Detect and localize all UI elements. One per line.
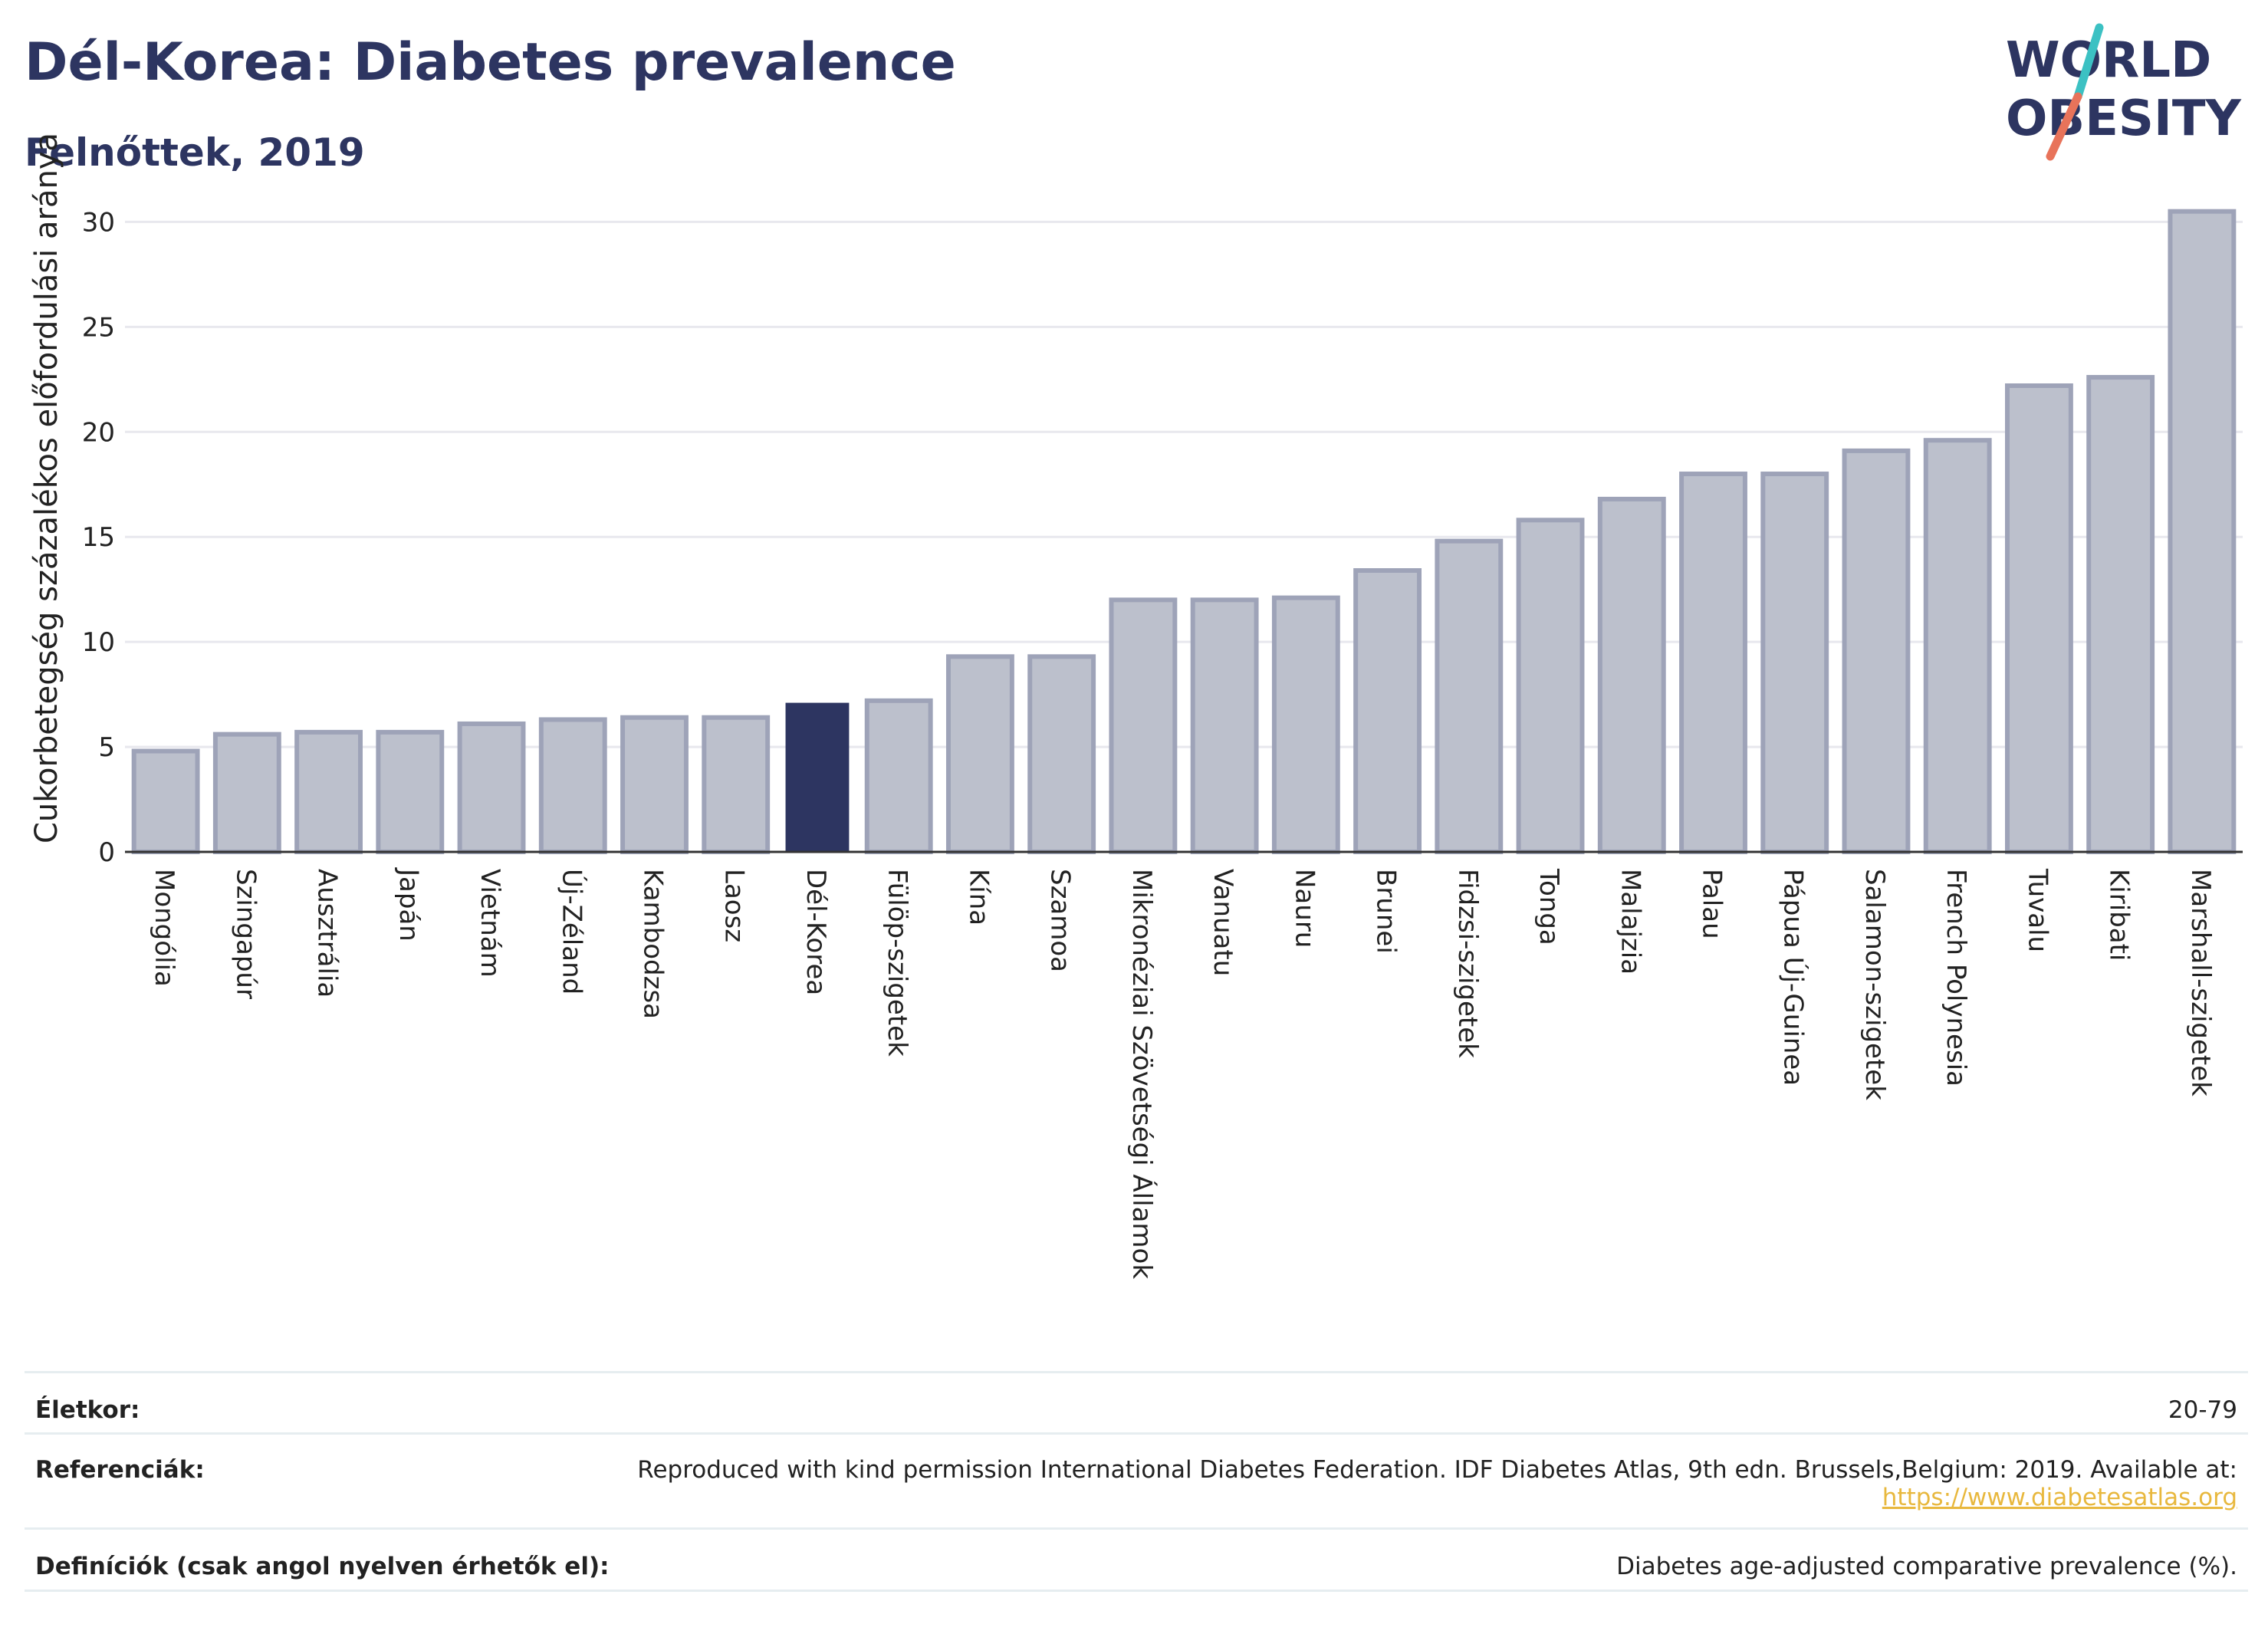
info-row-references: Referenciák: Reproduced with kind permis…	[25, 1432, 2248, 1527]
bar-25	[2168, 209, 2237, 854]
chart-subtitle: Felnőttek, 2019	[25, 130, 365, 175]
bar-8	[785, 702, 850, 852]
bar-15	[1353, 568, 1422, 854]
x-tick-label: Brunei	[1371, 869, 1402, 954]
x-tick-label: Nauru	[1289, 869, 1320, 948]
logo-word-world: WORLD	[2006, 32, 2211, 89]
definitions-value: Diabetes age-adjusted comparative preval…	[1616, 1553, 2237, 1580]
bar-20	[1760, 472, 1829, 855]
bar-9	[864, 698, 933, 855]
bar-22	[1923, 438, 1992, 854]
bar-24	[2086, 375, 2155, 854]
references-text: Reproduced with kind permission Internat…	[637, 1456, 2237, 1484]
x-tick-label: Új-Zéland	[556, 869, 587, 995]
y-tick-label: 20	[82, 417, 115, 448]
bar-6	[620, 715, 689, 855]
info-row-definitions: Definíciók (csak angol nyelven érhetők e…	[25, 1527, 2248, 1592]
bar-21	[1842, 448, 1911, 854]
x-tick-label: French Polynesia	[1941, 869, 1971, 1087]
bar-3	[376, 729, 445, 854]
bar-4	[457, 721, 526, 855]
x-tick-label: Mikronéziai Szövetségi Államok	[1126, 869, 1158, 1279]
x-tick-label: Kambodzsa	[638, 869, 669, 1019]
world-obesity-logo: WORLD OBESITY	[2006, 23, 2241, 161]
x-tick-label: Tonga	[1533, 868, 1564, 945]
bar-18	[1597, 496, 1666, 855]
x-tick-label: Kiribati	[2104, 869, 2135, 961]
y-tick-label: 15	[82, 522, 115, 553]
y-tick-label: 30	[82, 207, 115, 238]
bar-10	[945, 654, 1014, 854]
bar-19	[1679, 472, 1747, 855]
x-tick-label: Fülöp-szigetek	[882, 869, 912, 1057]
references-value: Reproduced with kind permission Internat…	[637, 1456, 2248, 1511]
bar-chart: 0 5 10 15 20 25 30 Mongólia Szingapúr Ausztrália J…	[29, 133, 2243, 1279]
x-tick-label: Pápua Új-Guinea	[1778, 869, 1809, 1086]
y-tick-label: 25	[82, 312, 115, 343]
x-tick-label: Dél-Korea	[800, 869, 831, 995]
bar-1	[212, 732, 281, 854]
bar-11	[1027, 654, 1096, 854]
references-label: Referenciák:	[35, 1456, 205, 1484]
y-tick-label: 5	[98, 732, 115, 763]
x-tick-label: Salamon-szigetek	[1859, 869, 1890, 1100]
bar-16	[1435, 538, 1504, 854]
x-tick-label: Japán	[393, 867, 424, 942]
y-axis-label: Cukorbetegség százalékos előfordulási ar…	[29, 133, 64, 843]
x-tick-label: Laosz	[719, 869, 750, 942]
references-link[interactable]: https://www.diabetesatlas.org	[1882, 1484, 2237, 1511]
x-tick-label: Vietnám	[475, 869, 505, 978]
y-tick-label: 10	[82, 627, 115, 658]
definitions-label: Definíciók (csak angol nyelven érhetők e…	[35, 1553, 610, 1580]
bar-23	[2004, 383, 2073, 854]
chart-title: Dél-Korea: Diabetes prevalence	[25, 32, 956, 93]
logo-slash-red	[2046, 92, 2082, 161]
bar-12	[1109, 597, 1178, 855]
age-label: Életkor:	[35, 1396, 140, 1424]
x-tick-label: Malajzia	[1615, 869, 1645, 975]
info-table: Életkor: 20-79 Referenciák: Reproduced w…	[25, 1371, 2248, 1592]
x-tick-label: Tuvalu	[2022, 868, 2053, 952]
x-tick-label: Ausztrália	[312, 869, 343, 998]
x-tick-label: Szamoa	[1045, 869, 1076, 972]
x-tick-label: Palau	[1697, 869, 1727, 939]
info-row-age: Életkor: 20-79	[25, 1371, 2248, 1432]
x-tick-label: Marshall-szigetek	[2185, 869, 2216, 1096]
x-tick-label: Vanuatu	[1208, 869, 1238, 976]
age-value: 20-79	[2168, 1396, 2237, 1424]
bar-0	[131, 748, 200, 854]
bar-5	[538, 717, 607, 855]
x-tick-label: Szingapúr	[230, 869, 261, 999]
x-tick-label: Kína	[963, 869, 994, 925]
x-tick-label: Mongólia	[149, 869, 179, 987]
logo-slash-teal	[2073, 23, 2104, 101]
x-tick-label: Fidzsi-szigetek	[1452, 869, 1483, 1058]
y-tick-label: 0	[98, 837, 115, 868]
bar-14	[1271, 595, 1340, 855]
bar-7	[702, 715, 771, 855]
logo-word-obesity: OBESITY	[2006, 90, 2241, 147]
bar-17	[1516, 518, 1585, 854]
bar-2	[294, 729, 363, 854]
bar-13	[1190, 597, 1259, 855]
